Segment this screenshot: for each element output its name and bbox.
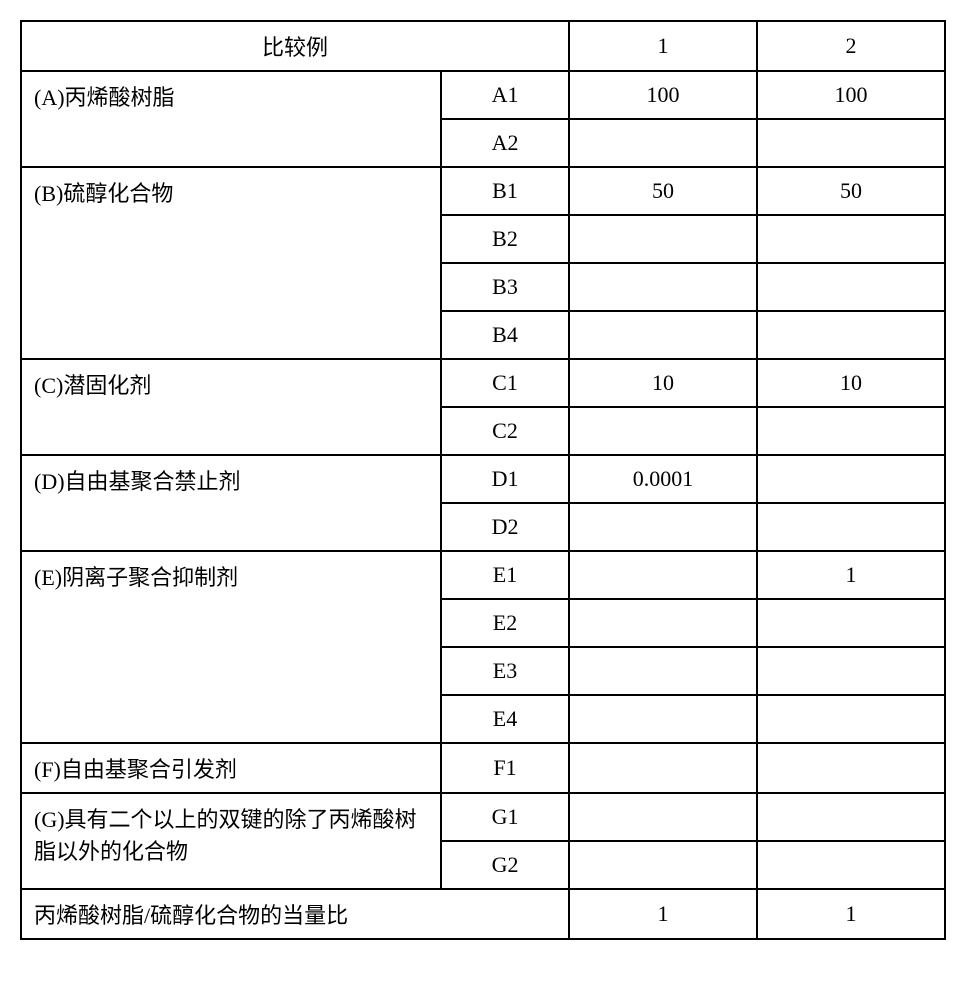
value-cell: [569, 841, 757, 889]
footer-label: 丙烯酸树脂/硫醇化合物的当量比: [21, 889, 569, 939]
code-cell: B2: [441, 215, 569, 263]
table-row: (F)自由基聚合引发剂 F1: [21, 743, 945, 793]
group-A-label: (A)丙烯酸树脂: [21, 71, 441, 167]
header-col-2: 2: [757, 21, 945, 71]
code-cell: B1: [441, 167, 569, 215]
value-cell: [569, 647, 757, 695]
group-D-label: (D)自由基聚合禁止剂: [21, 455, 441, 551]
code-cell: D1: [441, 455, 569, 503]
value-cell: 10: [757, 359, 945, 407]
table-row: (D)自由基聚合禁止剂 D1 0.0001: [21, 455, 945, 503]
value-cell: [569, 311, 757, 359]
code-cell: C2: [441, 407, 569, 455]
code-cell: E4: [441, 695, 569, 743]
code-cell: D2: [441, 503, 569, 551]
code-cell: F1: [441, 743, 569, 793]
value-cell: 0.0001: [569, 455, 757, 503]
value-cell: [569, 407, 757, 455]
value-cell: 10: [569, 359, 757, 407]
code-cell: E2: [441, 599, 569, 647]
table-row: (C)潜固化剂 C1 10 10: [21, 359, 945, 407]
code-cell: A2: [441, 119, 569, 167]
group-B-label: (B)硫醇化合物: [21, 167, 441, 359]
value-cell: [757, 743, 945, 793]
code-cell: E1: [441, 551, 569, 599]
code-cell: E3: [441, 647, 569, 695]
value-cell: [757, 407, 945, 455]
code-cell: A1: [441, 71, 569, 119]
code-cell: G2: [441, 841, 569, 889]
code-cell: C1: [441, 359, 569, 407]
value-cell: [757, 647, 945, 695]
value-cell: 100: [757, 71, 945, 119]
value-cell: [569, 695, 757, 743]
table-row: (G)具有二个以上的双键的除了丙烯酸树脂以外的化合物 G1: [21, 793, 945, 841]
value-cell: [757, 119, 945, 167]
value-cell: [569, 503, 757, 551]
value-cell: [569, 599, 757, 647]
code-cell: G1: [441, 793, 569, 841]
value-cell: [757, 841, 945, 889]
value-cell: [569, 743, 757, 793]
code-cell: B3: [441, 263, 569, 311]
value-cell: [569, 119, 757, 167]
value-cell: 50: [757, 167, 945, 215]
table-header-row: 比较例 1 2: [21, 21, 945, 71]
value-cell: [569, 215, 757, 263]
group-F-label: (F)自由基聚合引发剂: [21, 743, 441, 793]
comparison-table: 比较例 1 2 (A)丙烯酸树脂 A1 100 100 A2 (B)硫醇化合物 …: [20, 20, 946, 940]
footer-value-2: 1: [757, 889, 945, 939]
value-cell: [757, 793, 945, 841]
group-C-label: (C)潜固化剂: [21, 359, 441, 455]
group-G-label: (G)具有二个以上的双键的除了丙烯酸树脂以外的化合物: [21, 793, 441, 889]
table-row: (E)阴离子聚合抑制剂 E1 1: [21, 551, 945, 599]
value-cell: [757, 455, 945, 503]
value-cell: [569, 551, 757, 599]
value-cell: [757, 263, 945, 311]
table-row: (A)丙烯酸树脂 A1 100 100: [21, 71, 945, 119]
value-cell: 1: [757, 551, 945, 599]
value-cell: [757, 215, 945, 263]
header-col-1: 1: [569, 21, 757, 71]
value-cell: [757, 503, 945, 551]
code-cell: B4: [441, 311, 569, 359]
value-cell: 100: [569, 71, 757, 119]
value-cell: 50: [569, 167, 757, 215]
group-E-label: (E)阴离子聚合抑制剂: [21, 551, 441, 743]
footer-value-1: 1: [569, 889, 757, 939]
table-row: (B)硫醇化合物 B1 50 50: [21, 167, 945, 215]
value-cell: [569, 793, 757, 841]
value-cell: [757, 311, 945, 359]
value-cell: [757, 599, 945, 647]
value-cell: [569, 263, 757, 311]
table-footer-row: 丙烯酸树脂/硫醇化合物的当量比 1 1: [21, 889, 945, 939]
value-cell: [757, 695, 945, 743]
header-title: 比较例: [21, 21, 569, 71]
